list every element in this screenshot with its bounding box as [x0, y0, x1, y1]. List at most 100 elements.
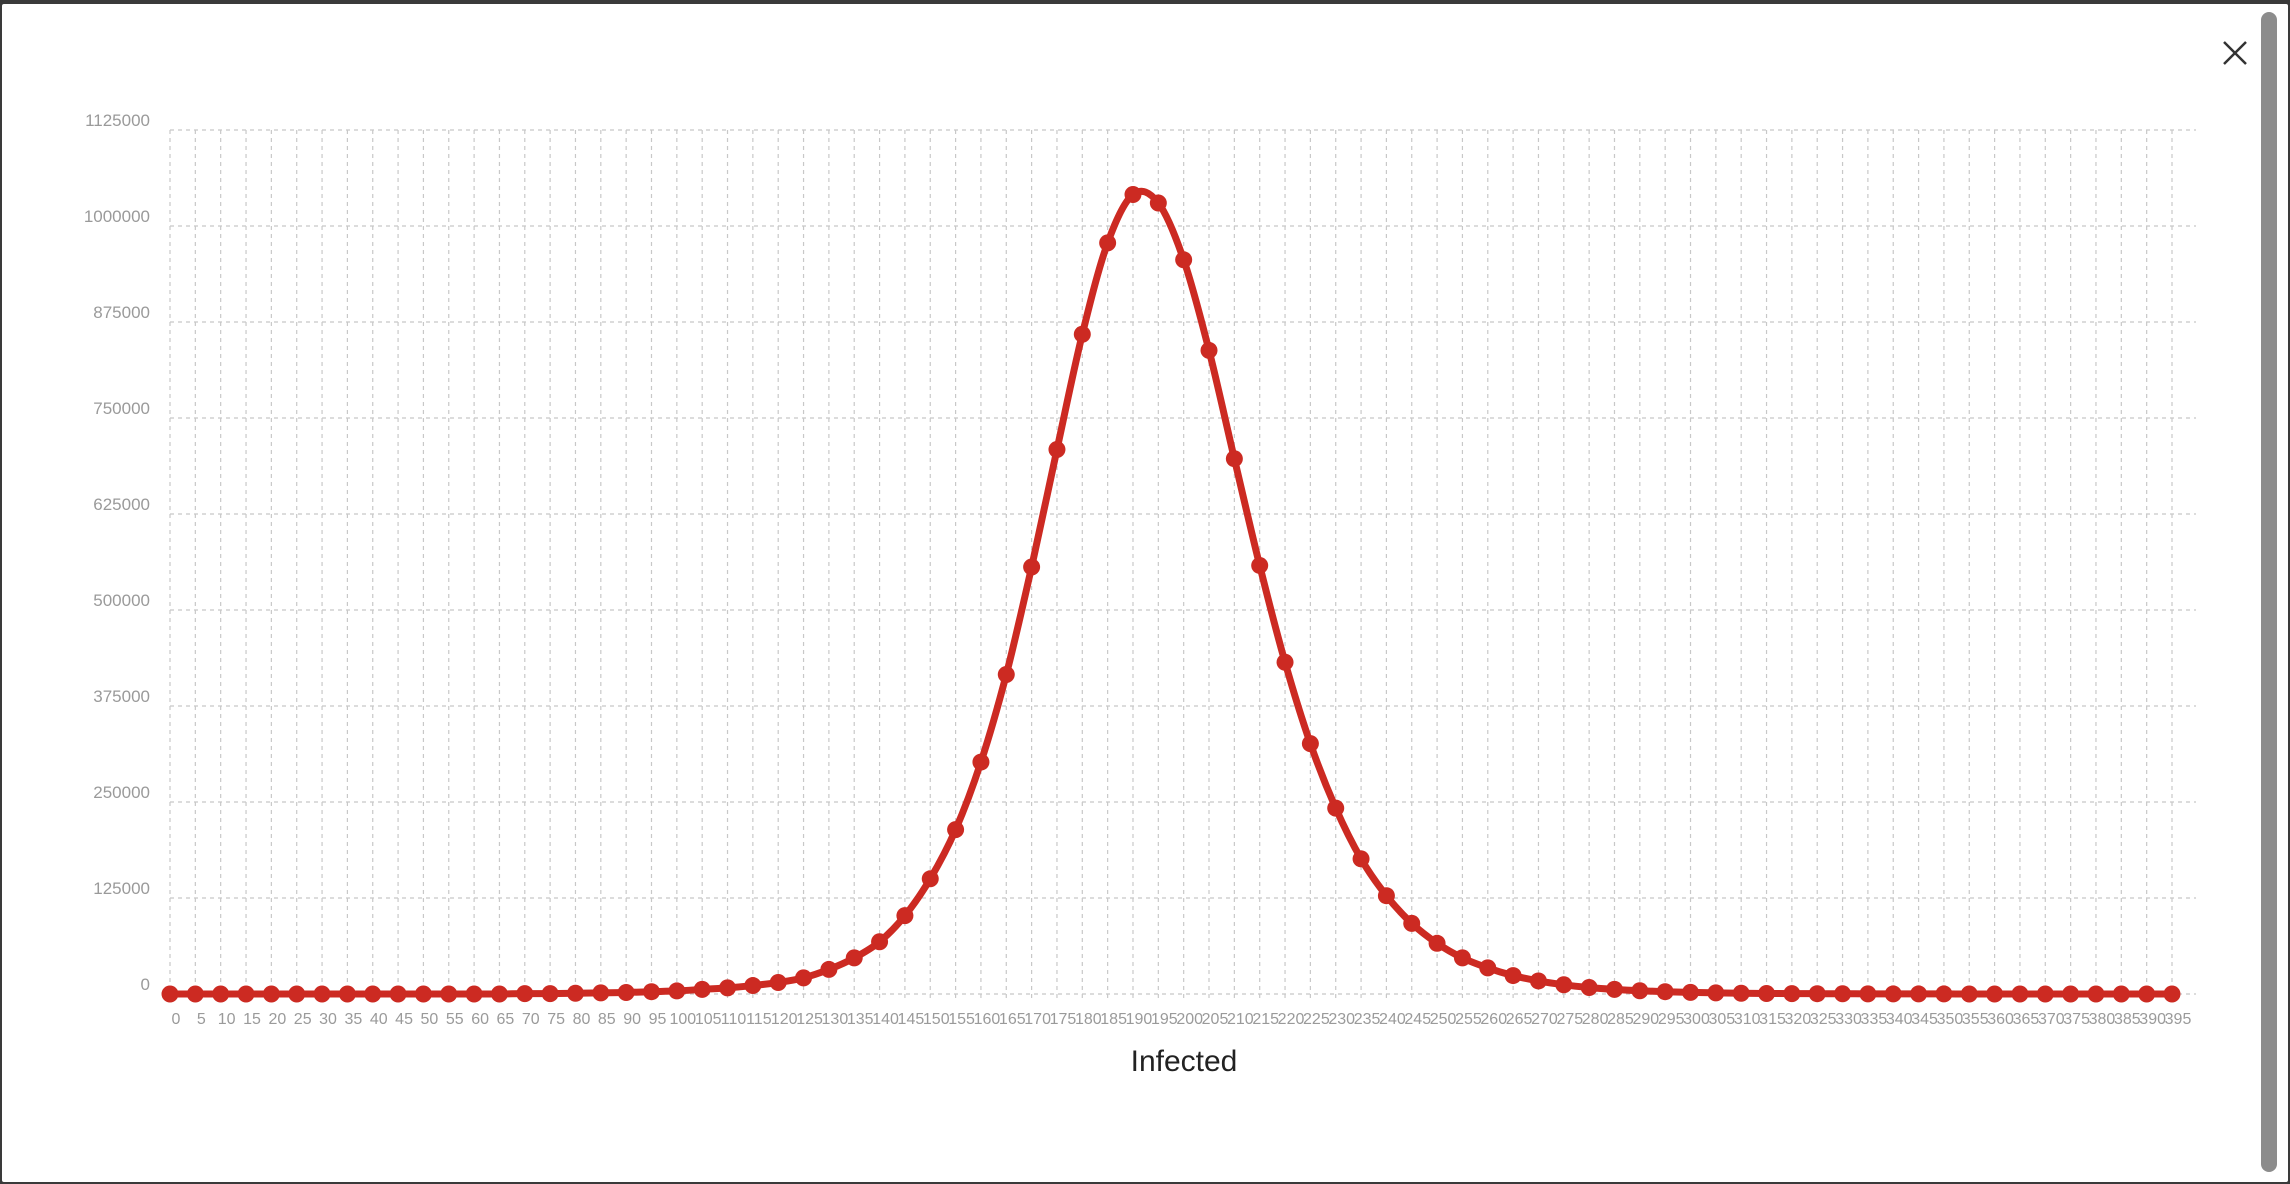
data-point — [161, 985, 179, 1003]
x-tick-label: 255 — [1455, 1011, 1482, 1028]
y-tick-label: 875000 — [93, 303, 150, 322]
data-point — [769, 973, 787, 991]
x-tick-label: 195 — [1151, 1011, 1178, 1028]
x-tick-label: 5 — [197, 1011, 206, 1028]
x-tick-label: 325 — [1810, 1011, 1837, 1028]
data-point — [2112, 985, 2130, 1003]
x-tick-label: 165 — [999, 1011, 1026, 1028]
scrollbar-thumb[interactable] — [2261, 12, 2277, 1172]
data-point — [1352, 850, 1370, 868]
x-tick-label: 50 — [421, 1011, 439, 1028]
data-point — [668, 982, 686, 1000]
data-point — [642, 983, 660, 1001]
x-tick-label: 355 — [1962, 1011, 1989, 1028]
data-point — [1504, 967, 1522, 985]
x-tick-label: 175 — [1050, 1011, 1077, 1028]
close-button[interactable] — [2214, 32, 2254, 72]
x-tick-labels: 0 5 10 15 20 25 30 35 40 45 50 55 60 65 70 75 80 85 90 95 10… — [172, 1011, 2192, 1028]
x-tick-label: 70 — [522, 1011, 540, 1028]
data-point — [1555, 976, 1573, 994]
x-tick-label: 345 — [1911, 1011, 1938, 1028]
data-point — [947, 821, 965, 839]
x-tick-label: 390 — [2139, 1011, 2166, 1028]
data-point — [1099, 234, 1117, 252]
x-tick-label: 180 — [1075, 1011, 1102, 1028]
data-point — [617, 983, 635, 1001]
x-tick-label: 135 — [847, 1011, 874, 1028]
data-point — [186, 985, 204, 1003]
x-tick-label: 10 — [218, 1011, 236, 1028]
data-point — [490, 985, 508, 1003]
scrollbar[interactable] — [2258, 8, 2280, 1182]
data-point — [693, 980, 711, 998]
x-tick-label: 185 — [1100, 1011, 1127, 1028]
x-tick-label: 290 — [1632, 1011, 1659, 1028]
data-point — [2036, 985, 2054, 1003]
data-point — [338, 985, 356, 1003]
x-tick-label: 190 — [1126, 1011, 1153, 1028]
data-point — [1580, 978, 1598, 996]
grid-lines — [169, 129, 2196, 1002]
data-point — [516, 985, 534, 1003]
y-tick-label: 375000 — [93, 687, 150, 706]
x-tick-label: 340 — [1886, 1011, 1913, 1028]
x-tick-label: 365 — [2013, 1011, 2040, 1028]
data-point — [1276, 653, 1294, 671]
chart-modal: 0 125000 250000 375000 500000 625000 750000 875… — [2, 4, 2288, 1182]
x-tick-label: 30 — [319, 1011, 337, 1028]
data-point — [1023, 558, 1041, 576]
x-tick-label: 115 — [746, 1011, 772, 1028]
data-point — [1048, 440, 1066, 458]
x-tick-label: 210 — [1227, 1011, 1254, 1028]
data-point — [1428, 934, 1446, 952]
x-tick-label: 260 — [1480, 1011, 1507, 1028]
x-tick-label: 110 — [721, 1011, 747, 1028]
data-point — [2062, 985, 2080, 1003]
data-point — [262, 985, 280, 1003]
x-tick-label: 315 — [1759, 1011, 1786, 1028]
x-tick-label: 90 — [623, 1011, 641, 1028]
data-point — [1631, 982, 1649, 1000]
data-point — [1301, 735, 1319, 753]
data-point — [1403, 914, 1421, 932]
data-point — [997, 666, 1015, 684]
data-point — [2138, 985, 2156, 1003]
data-point — [566, 984, 584, 1002]
series-line — [170, 187, 2172, 998]
data-point — [1529, 972, 1547, 990]
x-tick-label: 125 — [796, 1011, 823, 1028]
x-tick-label: 245 — [1404, 1011, 1431, 1028]
data-point — [212, 985, 230, 1003]
x-tick-label: 60 — [471, 1011, 489, 1028]
data-point — [592, 984, 610, 1002]
data-point — [795, 969, 813, 987]
data-point — [972, 753, 990, 771]
y-tick-label: 1000000 — [84, 207, 150, 226]
data-point — [1225, 450, 1243, 468]
x-tick-label: 150 — [923, 1011, 950, 1028]
data-point — [871, 933, 889, 951]
y-tick-label: 625000 — [93, 495, 150, 514]
x-tick-label: 275 — [1556, 1011, 1583, 1028]
data-point — [1910, 985, 1928, 1003]
x-tick-label: 330 — [1835, 1011, 1862, 1028]
data-point — [1200, 341, 1218, 359]
x-tick-label: 200 — [1176, 1011, 1203, 1028]
x-tick-label: 395 — [2165, 1011, 2192, 1028]
x-tick-label: 285 — [1607, 1011, 1634, 1028]
close-icon — [2223, 41, 2247, 65]
data-point — [1707, 984, 1725, 1002]
x-tick-label: 375 — [2063, 1011, 2090, 1028]
x-tick-label: 380 — [2089, 1011, 2116, 1028]
data-point — [744, 977, 762, 995]
data-point — [1783, 985, 1801, 1003]
x-tick-label: 215 — [1252, 1011, 1279, 1028]
x-tick-label: 250 — [1430, 1011, 1457, 1028]
data-point — [1377, 887, 1395, 905]
data-point — [1732, 984, 1750, 1002]
x-tick-label: 295 — [1658, 1011, 1685, 1028]
x-tick-label: 310 — [1734, 1011, 1761, 1028]
x-tick-label: 265 — [1506, 1011, 1533, 1028]
x-tick-label: 120 — [771, 1011, 798, 1028]
data-point — [1453, 949, 1471, 967]
